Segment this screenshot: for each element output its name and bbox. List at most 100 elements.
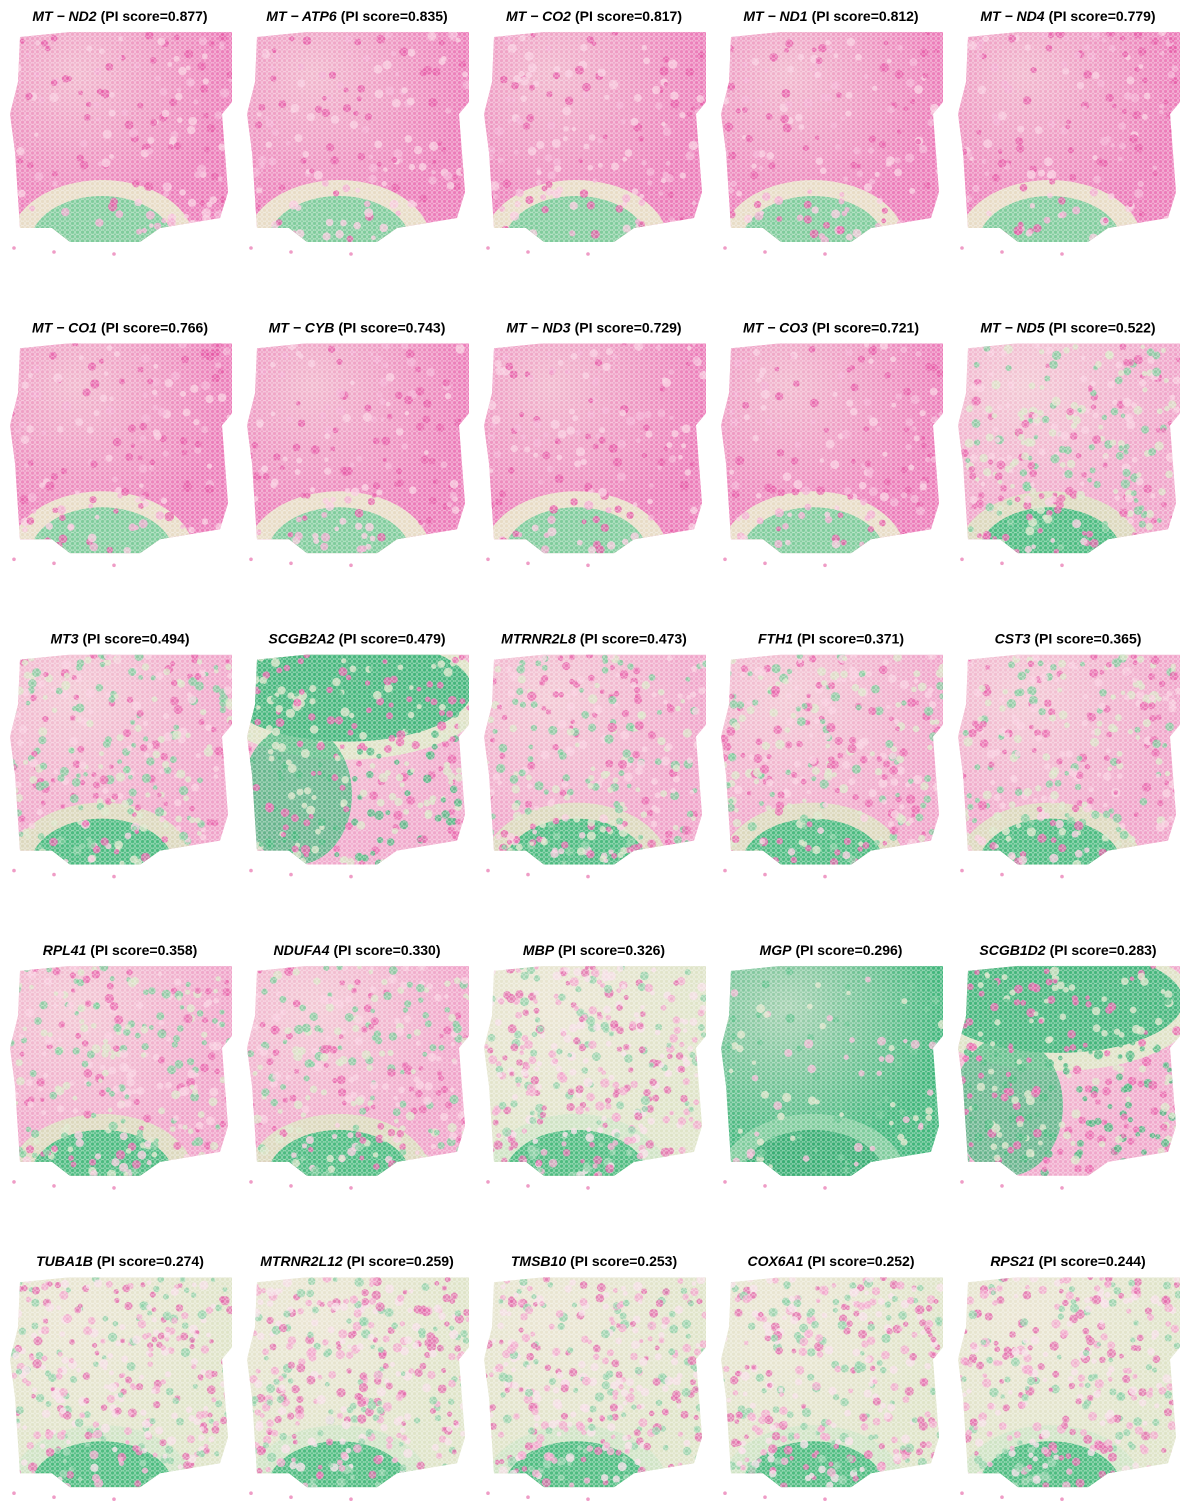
panel: MT − CYB (PI score=0.743) [247, 319, 469, 568]
score-label: (PI score=0.283) [1050, 942, 1157, 958]
spot [958, 831, 967, 841]
spot [960, 970, 968, 978]
spot [958, 811, 966, 820]
spot-texture [247, 965, 469, 1176]
stray-spot [763, 1184, 767, 1188]
spot [288, 1172, 295, 1176]
spot [661, 1162, 670, 1171]
spot [659, 535, 665, 541]
spot [698, 772, 706, 780]
panel: MT − ND3 (PI score=0.729) [484, 319, 706, 568]
spot [463, 1159, 469, 1167]
spot [701, 750, 706, 756]
spot [721, 1102, 726, 1110]
spot [157, 1165, 167, 1175]
spot [209, 219, 216, 226]
score-label: (PI score=0.358) [90, 942, 197, 958]
panel-title: MT − CO3 (PI score=0.721) [743, 319, 919, 335]
spot [958, 384, 966, 393]
panel: FTH1 (PI score=0.371) [721, 630, 943, 879]
spot [1171, 855, 1180, 864]
spot [723, 975, 730, 982]
spot [247, 1168, 253, 1176]
stray-spot [486, 557, 490, 562]
spot [273, 1168, 283, 1176]
stray-spot [723, 1180, 727, 1184]
spot [638, 1164, 644, 1169]
score-label: (PI score=0.877) [101, 8, 208, 24]
panel-title: MT − CO2 (PI score=0.817) [506, 8, 682, 24]
panel-title: FTH1 (PI score=0.371) [758, 630, 904, 646]
stray-spot [586, 874, 590, 879]
spot [663, 848, 669, 854]
spot [248, 76, 255, 83]
spot [484, 534, 491, 541]
spot [508, 857, 515, 863]
spot [10, 484, 15, 489]
spot [958, 853, 966, 862]
spot [247, 546, 258, 554]
stray-spot [823, 252, 827, 256]
spot [938, 731, 943, 737]
spot [873, 856, 882, 864]
spot [959, 788, 965, 795]
stray-spot [289, 561, 293, 566]
spot [247, 482, 252, 488]
spot [1168, 837, 1175, 844]
spatial-map [247, 654, 469, 865]
stray-spot [52, 872, 56, 877]
stray-spot [349, 252, 353, 256]
spot [464, 1113, 469, 1119]
spot [958, 687, 964, 696]
spot [721, 654, 726, 660]
spot [412, 1171, 418, 1176]
gene-name: MTRNR2L8 [501, 630, 576, 646]
panel-title: CST3 (PI score=0.365) [995, 630, 1142, 646]
spot [1142, 545, 1148, 551]
spot [1161, 233, 1170, 242]
spot [463, 1132, 469, 1142]
spot-texture [958, 654, 1180, 865]
spot [220, 841, 228, 849]
spot [223, 1051, 232, 1061]
spot [663, 1166, 672, 1174]
spot [225, 778, 232, 785]
stray-spot [112, 563, 116, 568]
spot [247, 182, 251, 190]
spot [637, 1161, 643, 1167]
gene-name: MT − ND2 [32, 8, 96, 24]
spot [922, 855, 932, 864]
spot [873, 543, 879, 549]
spot [889, 225, 898, 233]
spot [523, 855, 532, 863]
spot [683, 545, 691, 553]
panel: MT − ND1 (PI score=0.812) [721, 8, 943, 256]
spot [728, 860, 735, 865]
spot [728, 542, 738, 552]
spot [25, 1168, 33, 1175]
spot [263, 855, 268, 861]
spot [922, 226, 929, 233]
spot [248, 362, 256, 370]
stray-spot [723, 868, 727, 873]
spot [694, 843, 703, 852]
spot [1120, 230, 1130, 241]
spot [187, 1172, 195, 1176]
spot [176, 1167, 183, 1175]
gene-name: MT3 [50, 630, 78, 646]
stray-spot [112, 1186, 116, 1190]
spot [212, 1164, 222, 1173]
gene-name: SCGB1D2 [979, 942, 1045, 958]
spot [672, 1168, 680, 1176]
panel-title: MT3 (PI score=0.494) [50, 630, 189, 646]
spot [10, 990, 15, 999]
panel: RPL41 (PI score=0.358) [10, 942, 232, 1190]
spot [1105, 1170, 1110, 1175]
spot [721, 687, 728, 696]
spot-texture [10, 654, 232, 865]
spot [1124, 1169, 1132, 1176]
spatial-map [721, 32, 943, 242]
score-label: (PI score=0.330) [334, 942, 441, 958]
spot [931, 838, 936, 844]
